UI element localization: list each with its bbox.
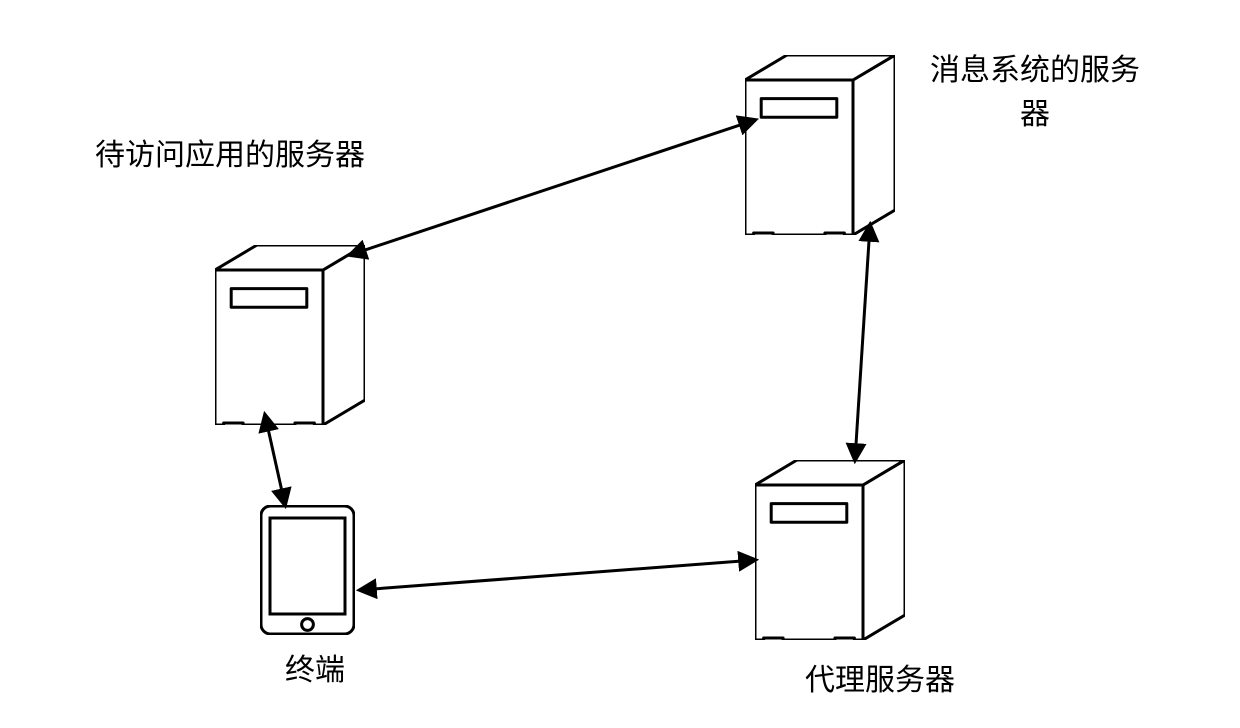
- server-icon: [215, 245, 365, 425]
- server-icon: [755, 460, 905, 640]
- msg_server-node: [745, 55, 895, 240]
- app_server-node: [215, 245, 365, 430]
- edge-msg_server-proxy_server: [855, 225, 870, 460]
- app_server-label: 待访问应用的服务器: [40, 130, 420, 174]
- server-icon: [745, 55, 895, 235]
- msg_server-label: 消息系统的服务 器: [875, 45, 1195, 133]
- terminal-label: 终端: [265, 645, 365, 689]
- diagram-stage: 待访问应用的服务器 消息系统的服务 器代理服务器 终端: [0, 0, 1240, 728]
- proxy_server-node: [755, 460, 905, 645]
- terminal-node: [260, 505, 355, 640]
- proxy_server-label: 代理服务器: [770, 655, 990, 699]
- edge-terminal-proxy_server: [360, 560, 755, 590]
- tablet-icon: [260, 505, 355, 635]
